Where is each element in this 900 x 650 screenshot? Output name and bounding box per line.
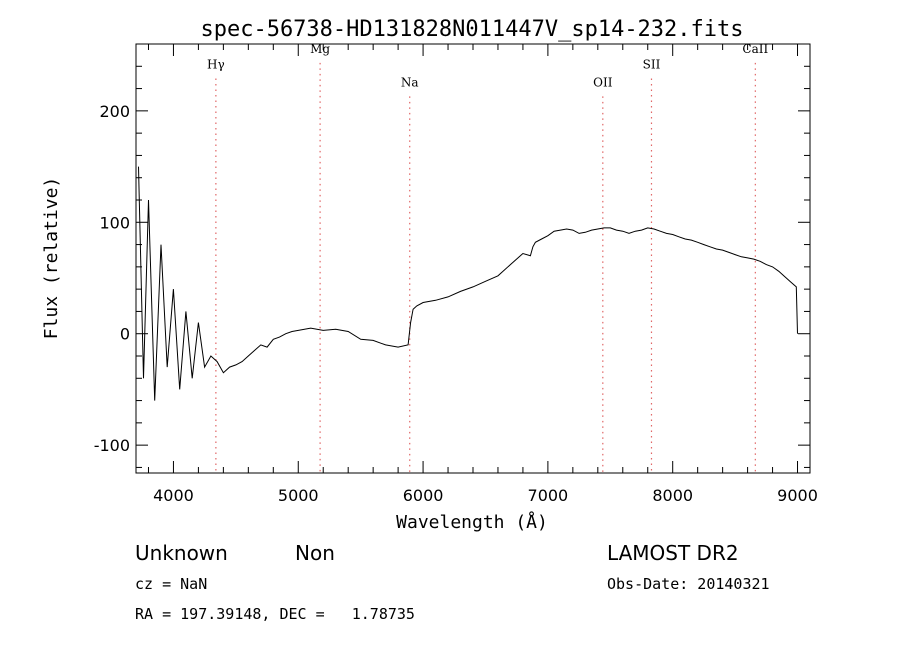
line-marker-label: CaII <box>742 42 768 56</box>
line-marker-label: SII <box>643 58 661 72</box>
y-axis-label: Flux (relative) <box>41 177 62 340</box>
y-tick-label: 200 <box>99 102 130 121</box>
x-axis: 4000 5000 6000 7000 8000 9000 <box>147 44 818 505</box>
class-label: Unknown <box>135 541 228 565</box>
chart-title: spec-56738-HD131828N011447V_sp14-232.fit… <box>200 17 743 42</box>
survey-label: LAMOST DR2 <box>607 541 739 565</box>
emission-line-markers: Hγ Mg Na OII SII CaII <box>207 42 768 473</box>
x-tick-label: 7000 <box>528 486 569 505</box>
line-marker-label: Hγ <box>207 58 225 72</box>
spectrum-series <box>138 166 798 401</box>
plot-frame <box>135 43 811 474</box>
x-axis-label: Wavelength (Å) <box>396 511 548 533</box>
subclass-label: Non <box>295 541 335 565</box>
x-tick-label: 5000 <box>278 486 319 505</box>
x-tick-label: 4000 <box>153 486 194 505</box>
line-marker-label: OII <box>593 75 613 89</box>
y-axis: -100 0 100 200 <box>94 43 810 468</box>
line-marker-label: Mg <box>310 42 330 56</box>
line-marker-label: Na <box>401 75 419 89</box>
coordinates-text: RA = 197.39148, DEC = 1.78735 <box>135 605 415 623</box>
spectrum-line <box>138 166 798 401</box>
x-tick-label: 9000 <box>777 486 818 505</box>
x-tick-label: 6000 <box>403 486 444 505</box>
y-tick-label: -100 <box>94 436 130 455</box>
y-tick-label: 0 <box>120 325 130 344</box>
y-tick-label: 100 <box>99 213 130 232</box>
x-tick-label: 8000 <box>652 486 693 505</box>
obs-date: Obs-Date: 20140321 <box>607 575 770 593</box>
cz-text: cz = NaN <box>135 575 208 593</box>
